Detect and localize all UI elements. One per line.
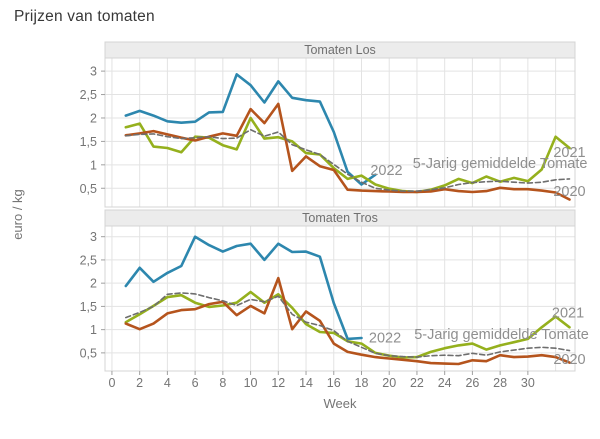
y-tick-label: 1 <box>90 158 97 172</box>
panel-strip <box>104 209 576 227</box>
series-label: 2022 <box>370 163 402 179</box>
series-label: 2022 <box>369 331 401 347</box>
series-line-2020 <box>124 102 571 201</box>
series-label: 2021 <box>553 145 585 161</box>
x-tick-label: 16 <box>327 376 341 390</box>
x-tick-label: 6 <box>192 376 199 390</box>
x-tick-label: 8 <box>219 376 226 390</box>
y-tick-label: 0,5 <box>80 182 97 196</box>
series-line-5-jarig-gemiddelde-tomate <box>125 292 571 358</box>
x-tick-label: 2 <box>136 376 143 390</box>
y-tick-label: 0,5 <box>80 346 97 360</box>
panel-strip <box>104 41 576 59</box>
x-tick-label: 30 <box>521 376 535 390</box>
panel-title: Tomaten Tros <box>302 211 378 225</box>
panel-plot-area <box>105 58 575 207</box>
x-tick-label: 22 <box>410 376 424 390</box>
page-title: Prijzen van tomaten <box>14 8 155 25</box>
series-label: 5-Jarig gemiddelde Tomate <box>414 327 589 343</box>
series-label: 2021 <box>552 305 584 321</box>
x-tick-label: 24 <box>438 376 452 390</box>
x-tick-label: 0 <box>108 376 115 390</box>
y-tick-label: 3 <box>90 230 97 244</box>
y-tick-label: 1,5 <box>80 135 97 149</box>
x-tick-label: 20 <box>382 376 396 390</box>
series-line-2020 <box>124 276 571 366</box>
panel-plot-area <box>105 226 575 371</box>
x-tick-label: 28 <box>493 376 507 390</box>
x-tick-label: 10 <box>244 376 258 390</box>
x-tick-label: 12 <box>271 376 285 390</box>
series-line-5-jarig-gemiddelde-tomate <box>125 128 571 192</box>
x-tick-label: 14 <box>299 376 313 390</box>
x-axis-title: Week <box>324 396 357 411</box>
x-tick-label: 26 <box>465 376 479 390</box>
y-tick-label: 3 <box>90 65 97 79</box>
y-tick-label: 1,5 <box>80 300 97 314</box>
y-tick-label: 2 <box>90 111 97 125</box>
series-label: 2020 <box>553 352 585 368</box>
series-label: 5-Jarig gemiddelde Tomate <box>413 156 588 172</box>
panel-los: Tomaten Los 0,5 1 1,5 2 2,5 3 2022 5-Jarig gemid… <box>80 41 588 208</box>
y-tick-label: 1 <box>90 323 97 337</box>
x-tick-label: 18 <box>355 376 369 390</box>
y-tick-label: 2,5 <box>80 88 97 102</box>
y-axis-title: euro / kg <box>10 189 25 240</box>
panel-title: Tomaten Los <box>304 43 376 57</box>
y-tick-label: 2,5 <box>80 253 97 267</box>
x-tick-label: 4 <box>164 376 171 390</box>
series-line-2022 <box>124 235 363 341</box>
series-label: 2020 <box>553 184 585 200</box>
y-tick-label: 2 <box>90 277 97 291</box>
panel-tros: Tomaten Tros 0,5 1 1,5 2 2,5 3 2022 5-Jarig gemi… <box>80 209 589 372</box>
series-line-2022 <box>124 73 377 186</box>
